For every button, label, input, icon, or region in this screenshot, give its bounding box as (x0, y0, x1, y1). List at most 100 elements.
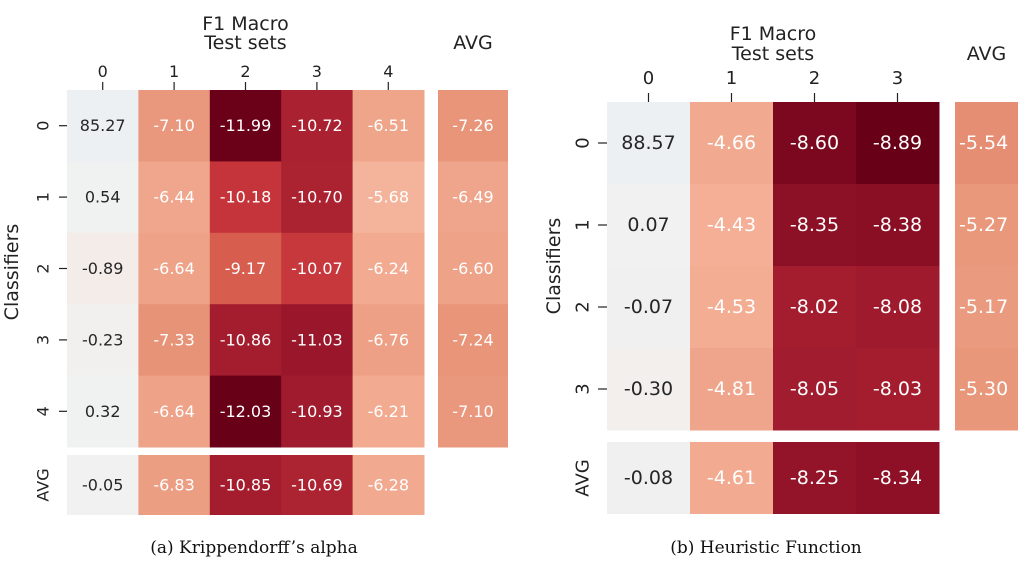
chart0-cell-label: -6.44 (153, 188, 194, 207)
chart1-cell (773, 184, 857, 267)
chart0-col-avg-label: -10.85 (220, 476, 272, 495)
chart0-cell (67, 90, 139, 162)
chart0-cell-label: -12.03 (220, 402, 272, 421)
chart0-cell-label: -10.07 (291, 259, 343, 278)
chart1-cell (856, 266, 940, 349)
chart0-ytick: 4 (34, 406, 53, 416)
chart1-cell-label: 0.07 (627, 214, 669, 236)
chart0-col-avg-label: -10.69 (291, 476, 343, 495)
chart0-ytick: 2 (34, 263, 53, 273)
chart1-avg-row-header: AVG (573, 459, 594, 496)
chart1-cell-label: -8.02 (790, 296, 839, 318)
chart0-cell-label: 0.32 (85, 402, 121, 421)
chart1-xlabel: Test sets (731, 43, 814, 65)
chart0-cell-label: -5.68 (368, 188, 409, 207)
chart0-cell-label: -0.89 (82, 259, 123, 278)
chart0-cell (281, 304, 354, 377)
chart0-caption: (a) Krippendorff’s alpha (150, 538, 358, 558)
chart1-avg-col-header: AVG (967, 43, 1007, 65)
chart0-cell-label: -6.24 (368, 259, 409, 278)
chart0-col-avg-label: -6.83 (153, 476, 194, 495)
chart0-cell (138, 90, 211, 162)
chart0-xtick: 1 (169, 62, 179, 81)
chart1-cell-label: -0.07 (624, 296, 673, 318)
chart0-cell (138, 161, 211, 234)
chart0-col-avg-cell (138, 455, 211, 515)
chart1-cell-label: -4.43 (707, 214, 756, 236)
chart1-row-avg-cell (955, 348, 1018, 431)
chart1-cell-label: 88.57 (621, 132, 675, 154)
chart0-avg-col-header: AVG (453, 32, 493, 54)
chart0-ytick: 0 (34, 121, 53, 131)
chart1-col-avg-label: -4.61 (707, 467, 756, 489)
chart1-row-avg-cell (955, 102, 1018, 185)
chart1-ytick: 1 (573, 219, 594, 230)
chart1-col-avg-label: -0.08 (624, 467, 673, 489)
chart0-cell-label: -10.70 (291, 188, 343, 207)
chart0-row-avg-cell (438, 232, 508, 305)
chart1-col-avg-cell (856, 442, 940, 514)
chart0-cell-label: -0.23 (82, 330, 123, 349)
chart0-row-avg-label: -7.24 (452, 330, 493, 349)
chart0-title: F1 Macro (202, 13, 289, 35)
chart1-cell (607, 348, 691, 431)
chart1-col-avg-cell (773, 442, 857, 514)
chart1-cell (773, 266, 857, 349)
chart1-cell (690, 348, 774, 431)
chart1-row-avg-label: -5.27 (959, 214, 1008, 236)
chart0-cell (67, 161, 139, 234)
chart0-col-avg-cell (281, 455, 354, 515)
chart1-cell-label: -8.35 (790, 214, 839, 236)
chart1-cell (773, 102, 857, 185)
chart0-cell (209, 375, 282, 448)
chart0-cell (281, 90, 354, 162)
chart0-avg-row-header: AVG (34, 468, 53, 501)
chart1-ytick: 3 (573, 383, 594, 394)
chart0-cell (67, 304, 139, 377)
chart0-col-avg-label: -6.28 (368, 476, 409, 495)
chart0-cell (352, 90, 425, 162)
chart0-cell (67, 375, 139, 448)
chart0-xtick: 4 (383, 62, 393, 81)
chart1-cell-label: -0.30 (624, 378, 673, 400)
chart0-col-avg-label: -0.05 (82, 476, 123, 495)
chart0-cell (281, 375, 354, 448)
chart0-col-avg-cell (67, 455, 139, 515)
chart0-cell-label: -6.76 (368, 330, 409, 349)
chart0-cell (138, 232, 211, 305)
chart1-xtick: 0 (643, 68, 654, 89)
chart0-row-avg-label: -6.60 (452, 259, 493, 278)
chart0-row-avg-label: -7.26 (452, 116, 493, 135)
chart0-col-avg-cell (352, 455, 425, 515)
chart0-cell (209, 161, 282, 234)
chart1-row-avg-cell (955, 266, 1018, 349)
chart1-cell (856, 102, 940, 185)
chart1-cell-label: -8.08 (873, 296, 922, 318)
chart0-cell (281, 161, 354, 234)
chart1-xtick: 2 (809, 68, 820, 89)
chart1-cell-label: -4.81 (707, 378, 756, 400)
chart1-xtick: 3 (892, 68, 903, 89)
chart1-cell (856, 184, 940, 267)
chart1-cell-label: -4.53 (707, 296, 756, 318)
chart1-ytick: 2 (573, 301, 594, 312)
chart0-cell (67, 232, 139, 305)
chart1-cell (607, 266, 691, 349)
chart1-cell-label: -8.38 (873, 214, 922, 236)
chart0-cell-label: -7.10 (153, 116, 194, 135)
chart1-col-avg-cell (690, 442, 774, 514)
chart0-cell-label: -11.03 (291, 330, 343, 349)
chart0-cell (281, 232, 354, 305)
chart1-cell-label: -8.89 (873, 132, 922, 154)
chart0-xlabel: Test sets (203, 32, 286, 54)
chart0-cell (209, 232, 282, 305)
chart0-col-avg-cell (209, 455, 282, 515)
chart0-row-avg-cell (438, 161, 508, 234)
chart1-cell (607, 184, 691, 267)
chart1-row-avg-cell (955, 184, 1018, 267)
chart0-cell-label: 0.54 (85, 188, 121, 207)
chart0-row-avg-label: -6.49 (452, 188, 493, 207)
chart1-ytick: 0 (573, 137, 594, 148)
chart1-title: F1 Macro (730, 23, 817, 45)
chart0-cell (352, 232, 425, 305)
